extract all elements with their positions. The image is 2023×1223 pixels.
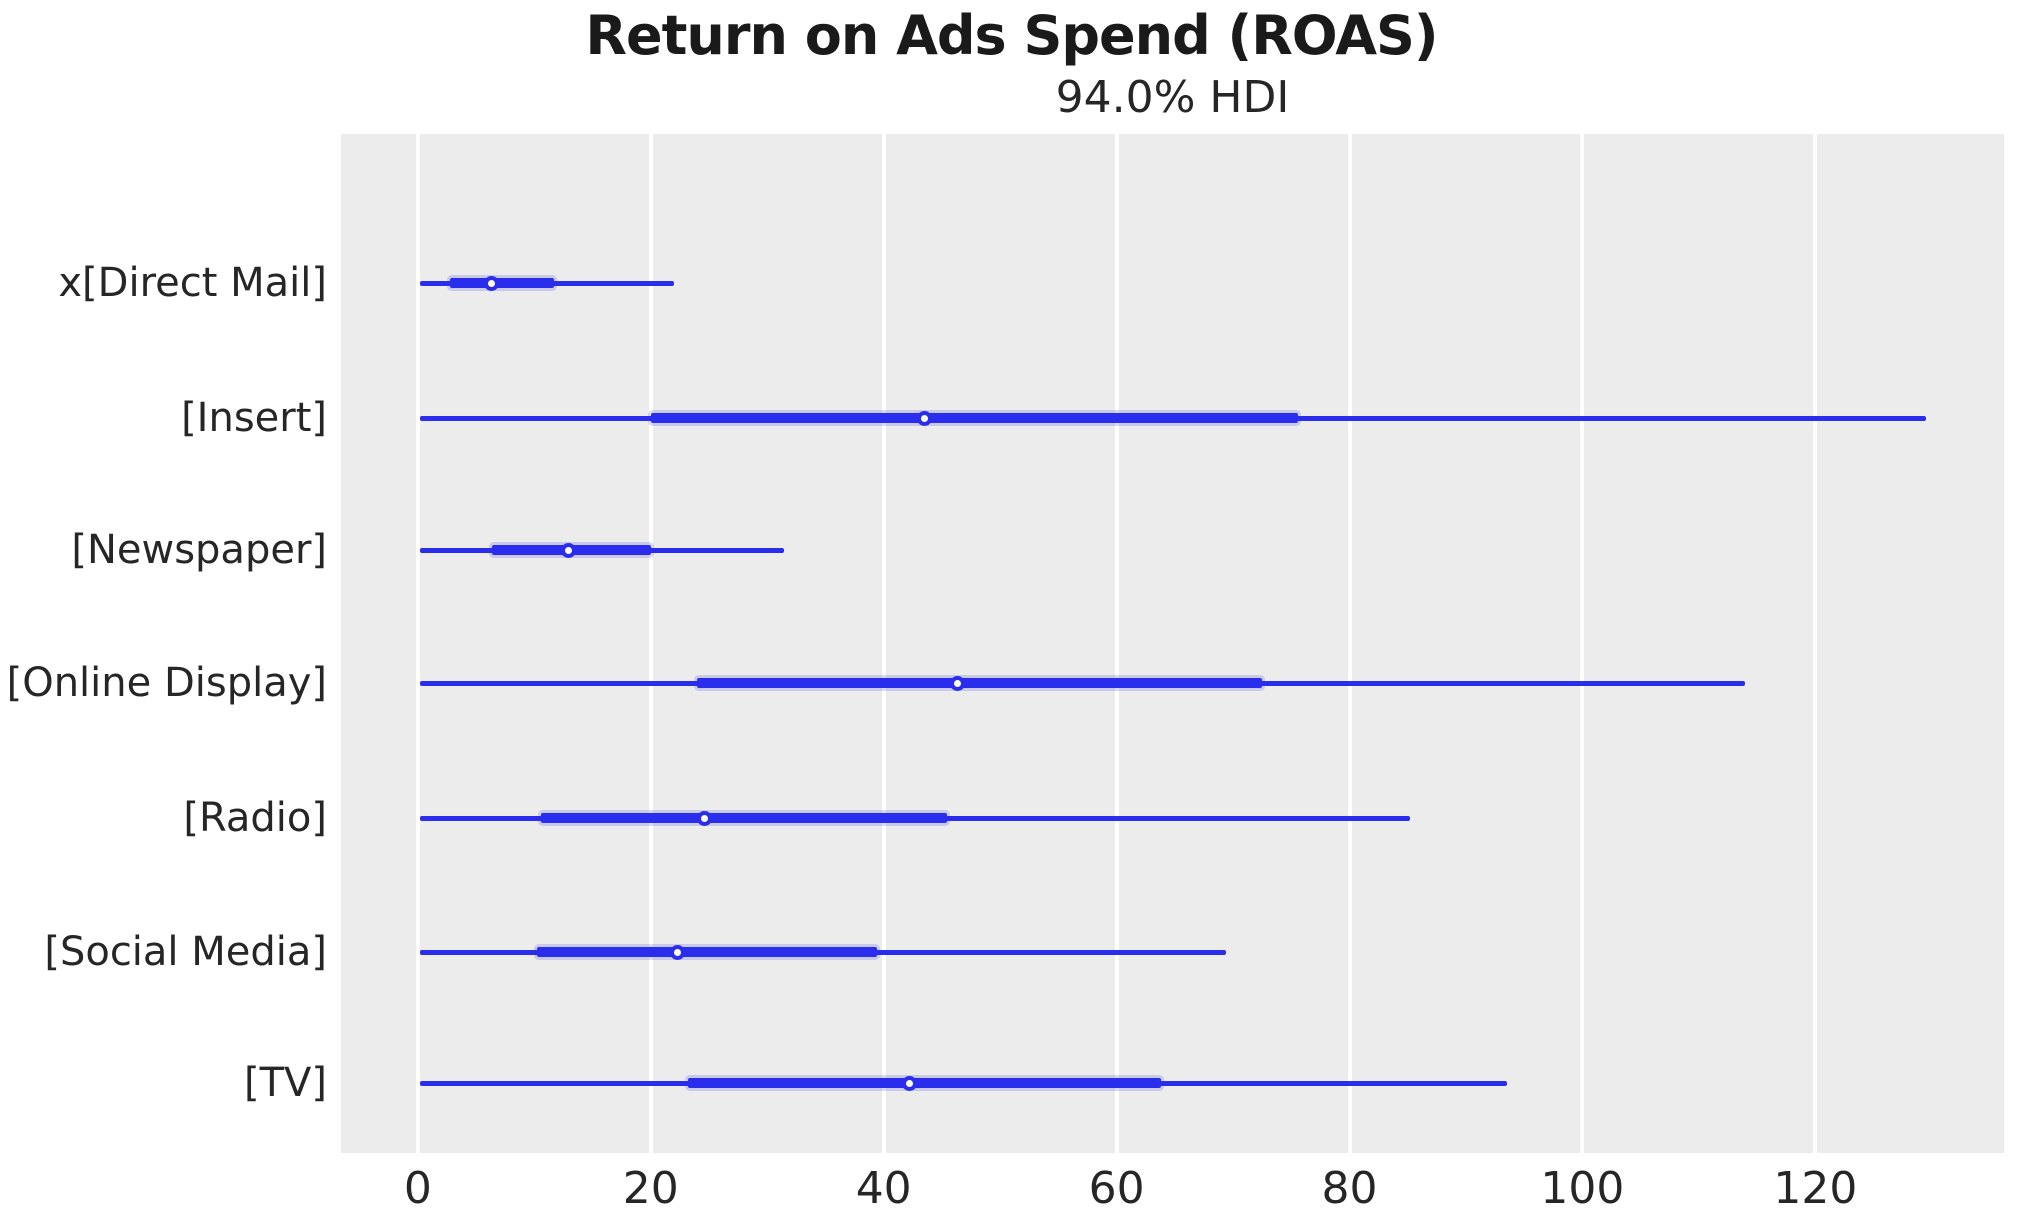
gridline-x-40 (881, 134, 886, 1153)
chart-title: Return on Ads Spend (ROAS) (585, 4, 1438, 67)
row-label: [Online Display] (6, 660, 327, 706)
gridline-x-100 (1580, 134, 1585, 1153)
median-marker (670, 944, 686, 960)
row-label: x[Direct Mail] (58, 260, 327, 306)
x-tick-label-0: 0 (403, 1163, 432, 1214)
iqr-line (536, 947, 877, 957)
iqr-line (688, 1078, 1161, 1088)
gridline-x-120 (1813, 134, 1818, 1153)
median-marker (560, 542, 576, 558)
median-marker (949, 675, 965, 691)
gridline-x-20 (648, 134, 653, 1153)
row-label: [Radio] (183, 795, 327, 841)
gridline-x-0 (415, 134, 420, 1153)
median-marker (483, 275, 499, 291)
iqr-line (697, 678, 1263, 688)
x-tick-label-120: 120 (1773, 1163, 1858, 1214)
median-marker (901, 1075, 917, 1091)
x-tick-label-20: 20 (622, 1163, 679, 1214)
plot-area (341, 134, 2004, 1153)
iqr-line (450, 278, 555, 288)
x-tick-label-40: 40 (855, 1163, 912, 1214)
row-label: [TV] (243, 1060, 327, 1106)
gridline-x-80 (1347, 134, 1352, 1153)
row-label: [Insert] (181, 395, 327, 441)
iqr-line (541, 813, 947, 823)
x-tick-label-60: 60 (1088, 1163, 1145, 1214)
chart-subtitle: 94.0% HDI (1055, 72, 1290, 123)
gridline-x-60 (1114, 134, 1119, 1153)
iqr-line (650, 413, 1299, 423)
median-marker (916, 410, 932, 426)
row-label: [Social Media] (44, 929, 327, 975)
median-marker (696, 810, 712, 826)
x-tick-label-100: 100 (1540, 1163, 1625, 1214)
x-tick-label-80: 80 (1321, 1163, 1378, 1214)
row-label: [Newspaper] (71, 527, 327, 573)
